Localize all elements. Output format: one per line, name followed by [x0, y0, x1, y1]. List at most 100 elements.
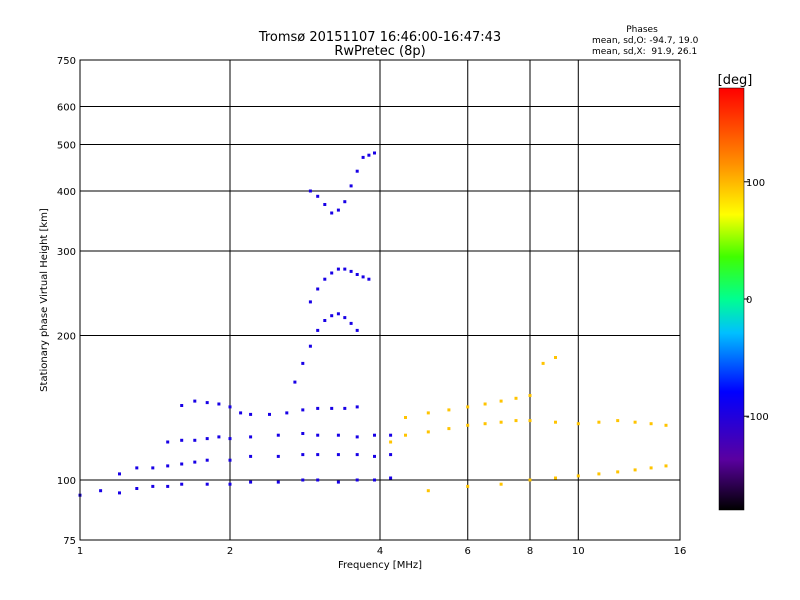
- data-point: [239, 411, 243, 415]
- data-point: [276, 480, 280, 484]
- data-point: [323, 319, 327, 322]
- y-tick-label: 500: [57, 141, 76, 152]
- data-point: [466, 423, 470, 427]
- data-point: [373, 151, 376, 155]
- data-point: [343, 267, 347, 271]
- data-point: [249, 454, 253, 458]
- data-point: [355, 405, 359, 409]
- data-point: [336, 208, 340, 212]
- data-point: [316, 453, 320, 457]
- data-point: [308, 189, 312, 193]
- data-point: [228, 405, 232, 409]
- data-point: [118, 491, 121, 495]
- data-point: [483, 422, 487, 426]
- data-point: [528, 394, 532, 397]
- data-point: [180, 482, 184, 486]
- data-point: [205, 482, 209, 486]
- data-point: [528, 478, 532, 482]
- data-point: [330, 271, 334, 275]
- data-point: [316, 406, 320, 410]
- data-point: [301, 432, 305, 435]
- data-point: [514, 396, 518, 400]
- data-point: [135, 487, 139, 490]
- data-point: [649, 466, 653, 470]
- x-tick-label: 6: [465, 546, 471, 557]
- data-point: [514, 419, 518, 423]
- data-point: [554, 476, 557, 480]
- stats-line-x: mean, sd,X: 91.9, 26.1: [592, 47, 697, 57]
- data-point: [336, 267, 340, 271]
- data-point: [99, 489, 103, 493]
- data-point: [355, 169, 359, 173]
- data-point: [323, 203, 327, 206]
- data-point: [323, 277, 327, 281]
- data-point: [373, 454, 376, 458]
- data-point: [349, 269, 353, 273]
- data-point: [151, 484, 155, 488]
- data-point: [330, 406, 334, 410]
- data-point: [426, 489, 430, 493]
- data-point: [276, 433, 280, 437]
- data-point: [349, 321, 353, 325]
- axis-ticks: 1 2 4 6 8 10 16 75 100 200 300 400 500 600 750: [57, 56, 686, 557]
- data-point: [389, 433, 393, 437]
- data-points: [78, 151, 668, 497]
- data-point: [249, 435, 253, 439]
- x-tick-label: 8: [527, 546, 533, 557]
- data-point: [466, 484, 470, 488]
- data-point: [426, 411, 430, 415]
- data-point: [343, 200, 347, 204]
- y-axis-label: Stationary phase Virtual Height [km]: [39, 208, 50, 392]
- data-point: [664, 464, 668, 468]
- data-point: [343, 316, 347, 320]
- data-point: [249, 480, 253, 484]
- data-point: [349, 184, 353, 188]
- data-point: [616, 470, 620, 474]
- colorbar-tick-label: 0: [746, 295, 752, 306]
- data-point: [316, 194, 320, 198]
- y-tick-label: 750: [57, 56, 76, 67]
- data-point: [528, 419, 532, 423]
- data-point: [293, 380, 297, 384]
- data-point: [361, 275, 365, 279]
- data-point: [301, 408, 305, 412]
- data-point: [355, 328, 359, 332]
- data-point: [404, 433, 407, 437]
- data-point: [336, 312, 340, 316]
- data-point: [649, 422, 653, 426]
- data-point: [355, 453, 359, 457]
- data-point: [541, 361, 545, 365]
- data-point: [367, 153, 371, 157]
- data-point: [316, 328, 320, 332]
- x-tick-label: 1: [77, 546, 83, 557]
- data-point: [285, 411, 289, 415]
- data-point: [336, 453, 340, 457]
- data-point: [268, 412, 271, 416]
- data-point: [576, 422, 580, 426]
- data-point: [499, 420, 503, 424]
- data-point: [205, 458, 209, 462]
- data-point: [166, 464, 170, 468]
- data-point: [308, 300, 312, 304]
- data-point: [389, 440, 393, 444]
- data-point: [193, 460, 197, 464]
- colorbar-ticks: -100 0 100: [744, 178, 769, 423]
- data-point: [554, 356, 557, 359]
- data-point: [373, 478, 376, 482]
- data-point: [367, 277, 371, 281]
- colorbar: [718, 87, 745, 511]
- data-point: [426, 430, 430, 434]
- y-tick-label: 300: [57, 247, 76, 258]
- data-point: [355, 273, 359, 276]
- data-point: [597, 472, 601, 476]
- data-point: [389, 453, 393, 457]
- colorbar-tick-label: 100: [746, 178, 765, 189]
- y-tick-label: 200: [57, 332, 76, 343]
- data-point: [228, 437, 232, 441]
- data-point: [330, 211, 334, 215]
- data-point: [633, 420, 637, 424]
- data-point: [166, 440, 170, 444]
- data-point: [404, 416, 407, 419]
- colorbar-tick-label: -100: [746, 412, 769, 423]
